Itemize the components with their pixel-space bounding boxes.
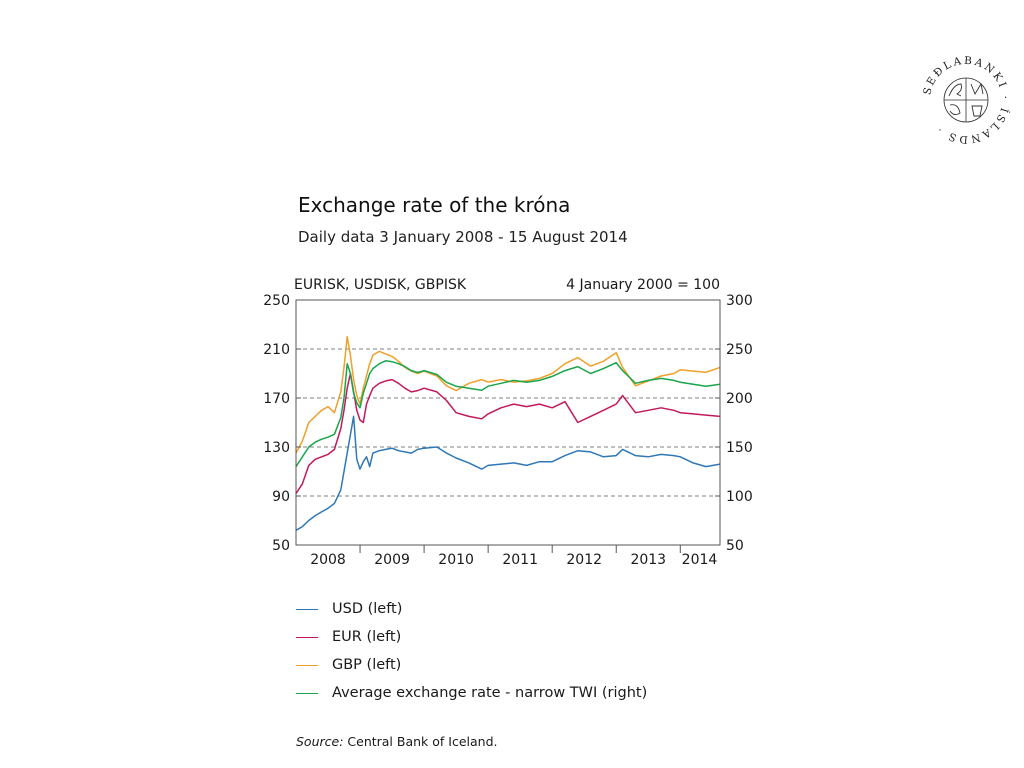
legend-swatch-usd <box>296 608 318 610</box>
source-prefix: Source: <box>296 734 344 749</box>
plot-frame <box>295 299 721 546</box>
left-tick-label: 210 <box>263 342 290 358</box>
legend-swatch-gbp <box>296 664 318 666</box>
right-tick-label: 200 <box>726 391 753 407</box>
central-bank-seal-icon: SEÐLABANKI · ÍSLANDS · <box>921 55 1009 146</box>
series-line-eur <box>295 372 721 495</box>
left-axis-label: EURISK, USDISK, GBPISK <box>294 277 467 293</box>
legend-item-usd: USD (left) <box>296 595 647 623</box>
chart-title: Exchange rate of the króna <box>298 193 571 217</box>
legend-item-gbp: GBP (left) <box>296 651 647 679</box>
legend-swatch-twi <box>296 692 318 694</box>
x-tick-label: 2009 <box>374 552 410 568</box>
right-tick-label: 100 <box>726 489 753 505</box>
legend-label: GBP (left) <box>332 657 402 673</box>
right-tick-label: 250 <box>726 342 753 358</box>
chart-legend: USD (left) EUR (left) GBP (left) Average ex… <box>296 595 647 707</box>
legend-item-eur: EUR (left) <box>296 623 647 651</box>
right-tick-label: 150 <box>726 440 753 456</box>
legend-label: Average exchange rate - narrow TWI (righ… <box>332 685 648 701</box>
right-tick-label: 50 <box>726 538 744 554</box>
series-line-usd <box>295 415 721 531</box>
left-tick-label: 130 <box>263 440 290 456</box>
x-tick-label: 2011 <box>502 552 538 568</box>
x-tick-label: 2012 <box>566 552 602 568</box>
x-tick-label: 2013 <box>630 552 666 568</box>
source-text: Central Bank of Iceland. <box>343 734 498 749</box>
left-tick-label: 250 <box>263 293 290 309</box>
x-tick-label: 2008 <box>310 552 346 568</box>
left-tick-label: 50 <box>272 538 290 554</box>
source-note: Source: Central Bank of Iceland. <box>296 734 498 749</box>
chart-subtitle: Daily data 3 January 2008 - 15 August 20… <box>298 228 628 246</box>
left-tick-label: 170 <box>263 391 290 407</box>
x-tick-label: 2014 <box>682 552 718 568</box>
right-axis-label: 4 January 2000 = 100 <box>566 277 720 293</box>
series-line-twi <box>295 360 721 468</box>
right-tick-label: 300 <box>726 293 753 309</box>
x-tick-label: 2010 <box>438 552 474 568</box>
legend-item-twi: Average exchange rate - narrow TWI (righ… <box>296 679 647 707</box>
legend-label: USD (left) <box>332 601 403 617</box>
series-line-gbp <box>295 336 721 454</box>
legend-label: EUR (left) <box>332 629 402 645</box>
left-tick-label: 90 <box>272 489 290 505</box>
legend-swatch-eur <box>296 636 318 638</box>
